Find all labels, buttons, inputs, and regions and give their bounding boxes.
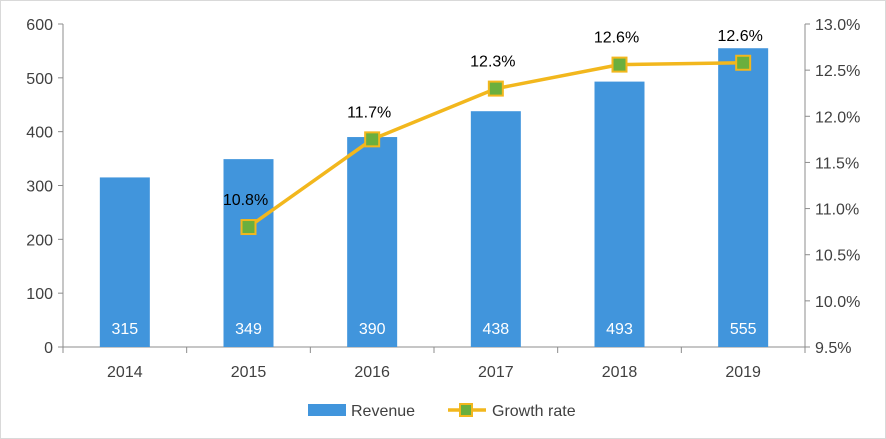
legend-growth-label: Growth rate bbox=[492, 403, 576, 420]
y-right-tick-label: 11.0% bbox=[815, 202, 859, 219]
legend-revenue-swatch bbox=[308, 404, 346, 416]
legend: Revenue Growth rate bbox=[308, 403, 576, 420]
revenue-bar-label: 555 bbox=[730, 321, 757, 338]
y-right-tick-label: 10.5% bbox=[815, 248, 860, 265]
y-left-tick-label: 100 bbox=[26, 286, 53, 303]
x-tick-label: 2015 bbox=[231, 364, 267, 381]
x-tick-label: 2019 bbox=[725, 364, 761, 381]
bar-labels-layer: 315 349 390 438 493 555 bbox=[111, 321, 756, 338]
growth-rate-label: 10.8% bbox=[223, 192, 268, 209]
growth-rate-label: 11.7% bbox=[347, 104, 391, 121]
y-right-tick-label: 12.5% bbox=[815, 63, 860, 80]
x-tick-label: 2014 bbox=[107, 364, 143, 381]
line-layer: 10.8% 11.7% 12.3% 12.6% 12.6% bbox=[223, 28, 763, 236]
revenue-bar bbox=[99, 177, 150, 347]
x-tick-label: 2016 bbox=[354, 364, 390, 381]
revenue-bar-label: 493 bbox=[606, 321, 633, 338]
growth-rate-marker bbox=[735, 54, 752, 71]
growth-rate-marker bbox=[240, 219, 257, 236]
growth-rate-marker bbox=[611, 56, 628, 73]
revenue-bar bbox=[347, 137, 398, 347]
y-left-tick-label: 600 bbox=[26, 17, 53, 34]
y-right-tick-label: 9.5% bbox=[815, 340, 851, 357]
revenue-bar-label: 390 bbox=[359, 321, 386, 338]
y-left-tick-label: 300 bbox=[26, 179, 53, 196]
revenue-bar bbox=[718, 48, 769, 347]
y-left-tick-label: 400 bbox=[26, 125, 53, 142]
growth-rate-label: 12.6% bbox=[594, 30, 639, 47]
revenue-bar bbox=[594, 81, 645, 347]
bars-layer bbox=[99, 48, 769, 348]
revenue-bar-label: 438 bbox=[482, 321, 509, 338]
x-tick-label: 2017 bbox=[478, 364, 514, 381]
y-left-tick-label: 500 bbox=[26, 71, 53, 88]
growth-rate-label: 12.6% bbox=[717, 28, 762, 45]
y-left-tick-label: 200 bbox=[26, 232, 53, 249]
x-tick-label: 2018 bbox=[602, 364, 638, 381]
revenue-bar bbox=[470, 111, 521, 348]
y-left-tick-label: 0 bbox=[44, 340, 53, 357]
y-right-tick-label: 12.0% bbox=[815, 109, 860, 126]
y-right-tick-label: 10.0% bbox=[815, 294, 860, 311]
axes: 0 100 200 300 400 500 600 9.5% 10.0% 10.5% 11.0% 11… bbox=[26, 17, 860, 381]
growth-rate-label: 12.3% bbox=[470, 54, 515, 71]
y-right-tick-label: 11.5% bbox=[815, 155, 859, 172]
growth-rate-marker bbox=[487, 80, 504, 97]
revenue-bar-label: 349 bbox=[235, 321, 262, 338]
legend-revenue-label: Revenue bbox=[351, 403, 415, 420]
y-right-tick-label: 13.0% bbox=[815, 17, 860, 34]
growth-rate-marker bbox=[364, 131, 381, 148]
revenue-bar-label: 315 bbox=[111, 321, 138, 338]
legend-growth-marker bbox=[459, 403, 473, 417]
revenue-bar bbox=[223, 159, 274, 347]
